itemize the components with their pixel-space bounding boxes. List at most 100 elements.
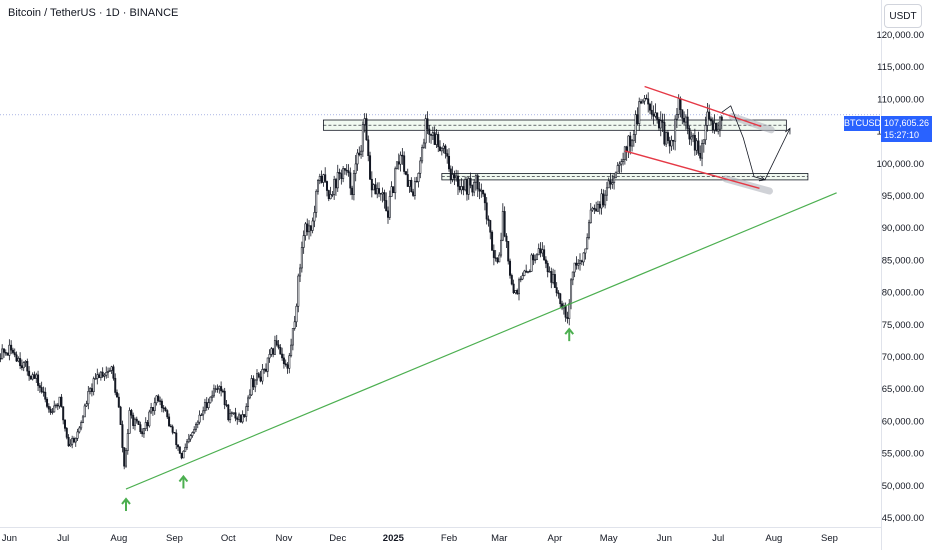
candle-body: [159, 400, 162, 402]
candle: [562, 302, 565, 315]
candle: [512, 279, 515, 295]
candle: [358, 146, 361, 157]
candle-body: [516, 290, 519, 295]
candle: [293, 315, 296, 331]
candle: [123, 447, 126, 470]
candle-body: [539, 248, 542, 254]
candle: [406, 168, 409, 187]
candle: [428, 125, 431, 143]
candle: [191, 431, 194, 438]
candle-body: [275, 340, 278, 346]
candle: [281, 347, 284, 361]
y-tick-label: 65,000.00: [882, 384, 924, 395]
candle-body: [90, 388, 93, 392]
candle: [401, 148, 404, 165]
candle-body: [528, 270, 531, 273]
candle-body: [605, 187, 608, 196]
candle: [71, 435, 74, 449]
candle: [347, 164, 350, 177]
x-tick-label: Apr: [547, 533, 562, 544]
candle-body: [616, 165, 619, 173]
candle-body: [309, 225, 312, 231]
candle-body: [492, 250, 495, 258]
candle-body: [652, 113, 655, 117]
candle: [665, 131, 668, 148]
candle-body: [571, 271, 574, 281]
candle: [442, 142, 445, 154]
candle: [403, 151, 406, 175]
candle: [279, 344, 282, 355]
candle-body: [388, 196, 391, 218]
candle-body: [71, 438, 74, 445]
candle: [699, 145, 702, 161]
candle: [273, 335, 276, 356]
candle: [311, 217, 314, 234]
candle-body: [656, 112, 659, 120]
candle: [17, 356, 20, 363]
y-tick-label: 115,000.00: [877, 62, 924, 73]
candle-body: [510, 275, 513, 285]
candle: [306, 218, 309, 236]
candle: [640, 98, 643, 105]
candle-body: [177, 444, 180, 448]
candle-body: [336, 172, 339, 189]
candle: [683, 111, 686, 126]
candle: [573, 262, 576, 278]
candle: [439, 140, 442, 152]
candle-body: [431, 132, 434, 136]
candle: [516, 288, 519, 295]
candle-body: [365, 118, 368, 141]
candle: [476, 174, 479, 197]
currency-button[interactable]: USDT: [884, 4, 922, 28]
candle-body: [383, 192, 386, 201]
candle-body: [363, 118, 366, 125]
candle-body: [155, 395, 158, 404]
candle-body: [541, 249, 544, 254]
candle-body: [526, 270, 529, 273]
candle: [426, 111, 429, 135]
candle: [112, 364, 115, 381]
candle: [286, 362, 289, 374]
candle-body: [596, 203, 599, 212]
candle-body: [212, 388, 215, 397]
candle: [243, 414, 246, 418]
candle-body: [426, 118, 429, 130]
candle-body: [184, 446, 187, 452]
candle-body: [530, 254, 533, 272]
candle-body: [297, 275, 300, 307]
candle-body: [252, 378, 255, 388]
candle-body: [677, 98, 680, 115]
candle-body: [532, 254, 535, 261]
candle: [47, 403, 50, 413]
candle: [121, 420, 124, 453]
candle: [62, 406, 65, 425]
candle: [369, 151, 372, 181]
candle: [659, 111, 662, 137]
candle: [80, 420, 83, 431]
candle-body: [491, 231, 494, 251]
candle: [609, 172, 612, 190]
candle: [202, 406, 205, 421]
candle-body: [29, 375, 32, 380]
candle: [568, 299, 571, 326]
candle-body: [390, 186, 393, 197]
candle-body: [196, 421, 199, 425]
candle: [288, 352, 291, 374]
candle-body: [483, 193, 486, 204]
candle: [338, 168, 341, 181]
candle-body: [257, 373, 260, 378]
candle-body: [663, 122, 666, 145]
candle-body: [535, 254, 538, 260]
candle: [643, 94, 646, 105]
candle-body: [288, 355, 291, 369]
candle: [695, 138, 698, 156]
candle: [277, 340, 280, 350]
candle: [465, 176, 468, 201]
candle-body: [300, 247, 303, 269]
candle: [72, 436, 75, 444]
candle-body: [548, 271, 551, 273]
candle: [51, 408, 54, 415]
y-tick-label: 80,000.00: [882, 288, 924, 299]
candle-body: [220, 386, 223, 392]
